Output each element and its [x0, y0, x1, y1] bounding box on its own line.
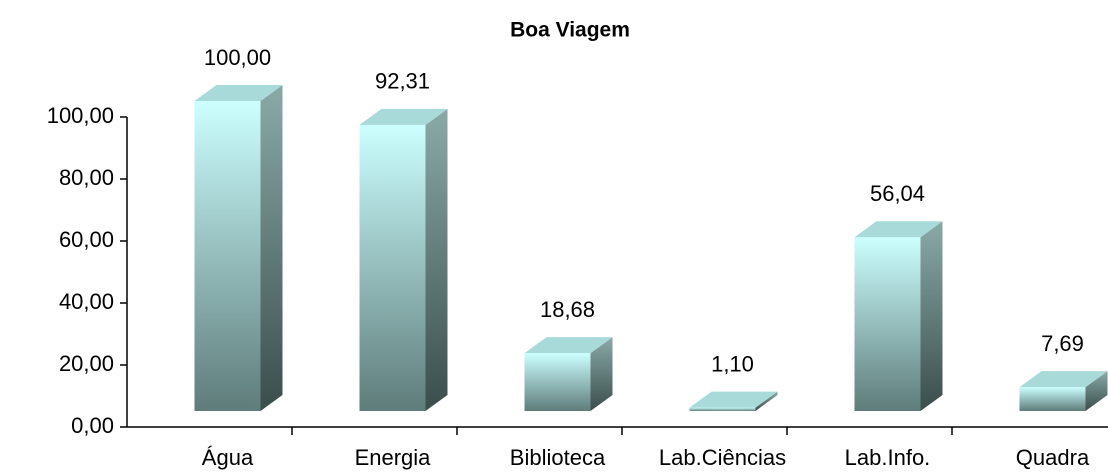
bar-side	[260, 85, 283, 411]
bar	[524, 337, 613, 411]
value-label: 56,04	[870, 181, 925, 206]
x-tick-label: Quadra	[1016, 445, 1090, 470]
y-tick-label: 100,00	[47, 103, 114, 128]
bar-top	[1019, 371, 1108, 388]
bar-side	[590, 337, 613, 411]
y-tick-label: 60,00	[59, 227, 114, 252]
bar-front	[194, 101, 261, 411]
y-tick-label: 80,00	[59, 165, 114, 190]
chart-title: Boa Viagem	[510, 19, 630, 42]
bar-side	[755, 391, 778, 411]
bar-top	[689, 391, 778, 408]
bar-front	[1019, 387, 1086, 411]
bar-front	[854, 237, 921, 411]
bar-side	[1085, 371, 1108, 411]
x-tick-label: Lab.Info.	[845, 445, 931, 470]
bar	[854, 221, 943, 411]
bar-top	[854, 221, 943, 238]
x-tick-label: Lab.Ciências	[659, 445, 786, 470]
y-tick-label: 40,00	[59, 289, 114, 314]
bar	[359, 108, 448, 412]
value-label: 100,00	[204, 45, 271, 70]
x-tick-label: Energia	[355, 445, 432, 470]
bar-top	[524, 337, 613, 354]
bar-top	[359, 108, 448, 125]
y-tick-label: 0,00	[71, 413, 114, 438]
value-label: 7,69	[1041, 331, 1084, 356]
value-label: 1,10	[711, 351, 754, 376]
y-tick-label: 20,00	[59, 351, 114, 376]
bar-front	[689, 407, 756, 411]
x-tick-label: Água	[202, 445, 254, 470]
bar	[194, 85, 283, 411]
bar-top	[194, 85, 283, 101]
bar-side	[425, 108, 448, 412]
x-tick-label: Biblioteca	[510, 445, 606, 470]
bar-front	[524, 353, 591, 411]
value-label: 92,31	[375, 69, 430, 94]
value-label: 18,68	[540, 297, 595, 322]
bar	[1019, 371, 1108, 411]
bar-front	[359, 124, 426, 412]
bar-side	[920, 221, 943, 411]
bar	[689, 391, 778, 411]
